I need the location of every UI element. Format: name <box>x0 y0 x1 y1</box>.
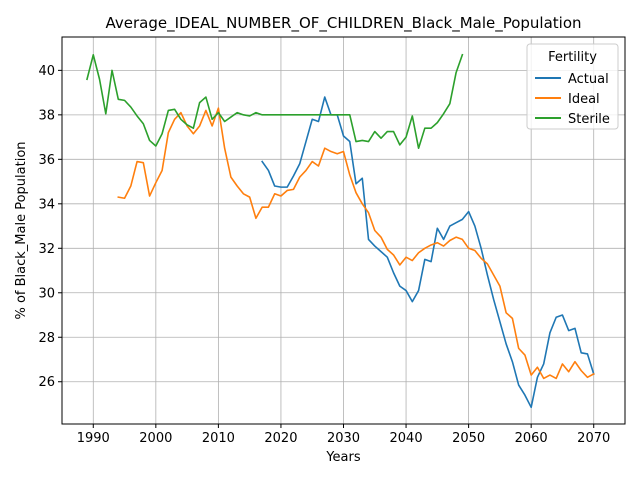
y-tick-label: 34 <box>38 197 55 212</box>
y-tick-label: 28 <box>38 331 55 346</box>
legend: Fertility Actual Ideal Sterile <box>527 44 618 129</box>
legend-title: Fertility <box>548 50 597 65</box>
y-tick-label: 40 <box>38 64 55 79</box>
legend-label-actual: Actual <box>568 72 609 87</box>
x-tick-label: 2050 <box>452 431 485 446</box>
x-tick-label: 2000 <box>139 431 172 446</box>
y-tick-label: 32 <box>38 242 55 257</box>
x-tick-label: 2020 <box>264 431 297 446</box>
legend-label-sterile: Sterile <box>568 112 610 127</box>
y-tick-label: 38 <box>38 108 55 123</box>
y-tick-label: 36 <box>38 153 55 168</box>
x-tick-label: 2070 <box>577 431 610 446</box>
x-tick-label: 2030 <box>327 431 360 446</box>
x-tick-label: 1990 <box>77 431 110 446</box>
y-tick-label: 26 <box>38 375 55 390</box>
x-tick-label: 2040 <box>390 431 423 446</box>
x-tick-label: 2060 <box>515 431 548 446</box>
y-tick-label: 30 <box>38 286 55 301</box>
legend-label-ideal: Ideal <box>568 92 600 107</box>
y-axis-label: % of Black_Male Population <box>14 141 29 319</box>
x-axis-label: Years <box>325 450 361 465</box>
chart-title: Average_IDEAL_NUMBER_OF_CHILDREN_Black_M… <box>105 14 581 33</box>
x-tick-label: 2010 <box>202 431 235 446</box>
